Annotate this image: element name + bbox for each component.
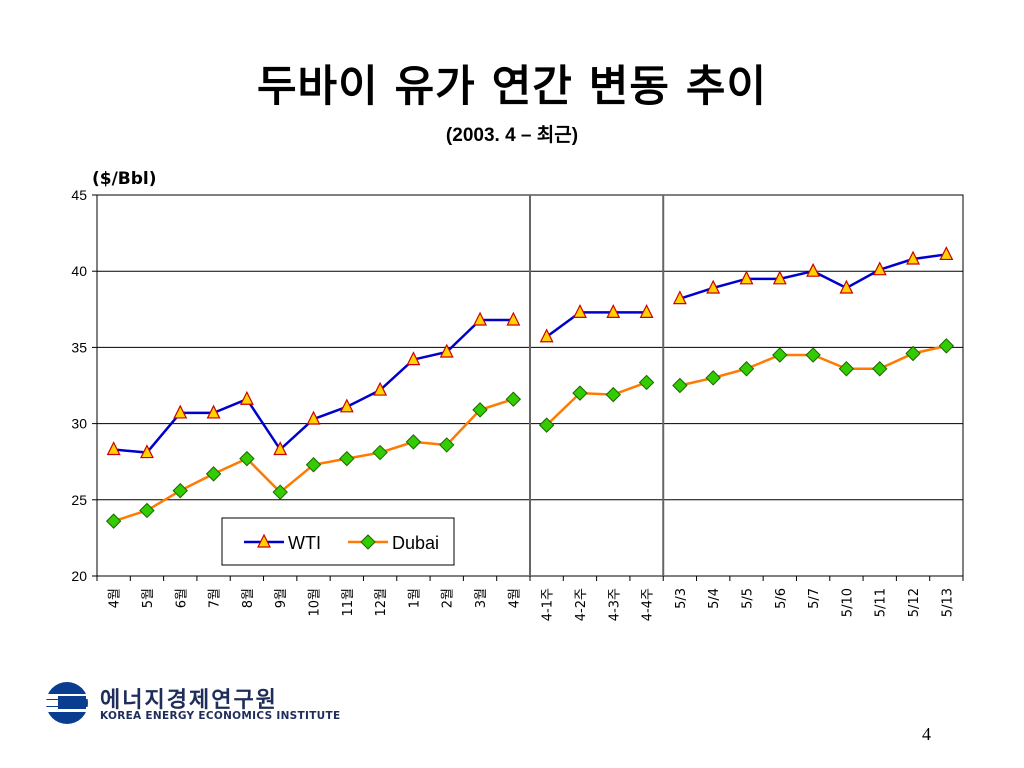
y-tick-label: 40 [71, 263, 87, 279]
y-tick-label: 25 [71, 492, 87, 508]
data-point-dubai [938, 338, 955, 354]
x-tick-label: 5/6 [774, 588, 789, 609]
data-point-dubai [738, 361, 755, 377]
x-tick-label: 4-2주 [574, 588, 589, 621]
data-point-wti [539, 328, 554, 343]
x-tick-label: 12월 [374, 588, 389, 617]
data-point-wti [606, 304, 621, 318]
x-tick-label: 5/13 [940, 588, 955, 617]
data-point-dubai [339, 450, 355, 467]
data-point-dubai [505, 391, 522, 407]
data-point-dubai [872, 361, 888, 377]
data-point-dubai [638, 374, 655, 391]
data-point-wti [739, 270, 754, 285]
data-point-dubai [838, 361, 855, 377]
data-point-dubai [672, 377, 688, 394]
page-number: 4 [922, 724, 931, 744]
data-point-wti [839, 279, 854, 294]
series-line-wti [545, 311, 647, 338]
x-tick-label: 5/5 [741, 588, 756, 609]
data-point-dubai [139, 502, 155, 519]
x-tick-label: 6월 [174, 588, 189, 608]
data-point-dubai [405, 434, 422, 450]
data-point-wti [306, 410, 321, 425]
data-point-wti [173, 404, 188, 419]
data-point-dubai [105, 513, 122, 529]
data-point-wti [473, 311, 488, 326]
y-tick-label: 35 [71, 339, 87, 355]
y-tick-label: 30 [71, 416, 87, 432]
data-point-dubai [905, 345, 921, 362]
x-tick-label: 5/3 [674, 588, 689, 609]
series-line-dubai [545, 381, 648, 427]
x-tick-label: 5/7 [807, 588, 822, 609]
data-point-dubai [372, 444, 388, 461]
y-tick-label: 20 [71, 568, 87, 584]
data-point-wti [239, 390, 254, 405]
logo-korean-text: 에너지경제연구원 [100, 688, 278, 713]
legend-marker-wti [257, 533, 271, 548]
logo-english-text: KOREA ENERGY ECONOMICS INSTITUTE [100, 710, 341, 722]
data-point-dubai [572, 385, 588, 401]
data-point-dubai [705, 370, 721, 386]
slide-title: 두바이 유가 연간 변동 추이 [256, 62, 768, 112]
x-tick-label: 4-3주 [607, 588, 622, 621]
data-point-dubai [439, 437, 455, 453]
x-tick-label: 5월 [141, 588, 156, 608]
data-point-dubai [172, 482, 188, 499]
data-point-wti [639, 304, 654, 318]
oil-price-chart: 20 25 30 35 40 45 ($/Bbl) 4월 5월 6월 7월 8월 9월 10월 11월 12월… [71, 169, 964, 621]
data-point-wti [872, 261, 887, 276]
data-point-wti [906, 250, 921, 265]
x-tick-label: 5/4 [707, 588, 722, 609]
data-point-dubai [472, 402, 488, 418]
data-point-wti [506, 311, 521, 326]
x-tick-label: 4월 [507, 588, 522, 608]
data-point-wti [373, 381, 388, 396]
data-point-wti [273, 441, 288, 456]
x-tick-label: 11월 [341, 588, 356, 617]
x-tick-label: 4월 [108, 588, 123, 608]
data-point-wti [706, 279, 721, 294]
x-tick-label: 8월 [241, 588, 256, 608]
data-point-dubai [538, 417, 555, 433]
x-tick-label: 4-1주 [541, 588, 556, 621]
x-tick-label: 7월 [208, 588, 223, 608]
x-tick-label: 3월 [474, 588, 489, 608]
x-tick-label: 2월 [441, 588, 456, 608]
x-tick-label: 5/12 [907, 588, 922, 617]
data-point-wti [672, 290, 687, 305]
x-tick-label: 1월 [407, 588, 422, 608]
data-point-dubai [205, 466, 222, 482]
x-tick-label: 5/10 [840, 588, 855, 617]
kee-logo: 에너지경제연구원 KOREA ENERGY ECONOMICS INSTITUT… [44, 680, 364, 726]
legend-label-dubai: Dubai [392, 533, 439, 553]
data-point-wti [939, 246, 954, 261]
data-point-wti [206, 404, 221, 419]
data-point-dubai [605, 386, 621, 403]
x-tick-label: 4-4주 [641, 588, 656, 621]
data-point-wti [572, 304, 587, 318]
data-point-wti [406, 351, 421, 366]
data-point-dubai [772, 347, 788, 363]
y-tick-label: 45 [71, 187, 87, 203]
data-point-dubai [272, 484, 288, 500]
data-point-wti [806, 262, 821, 277]
x-tick-label: 10월 [308, 588, 323, 617]
data-point-wti [339, 398, 354, 413]
x-tick-label: 9월 [274, 588, 289, 608]
data-point-dubai [305, 457, 322, 473]
x-tick-label: 5/11 [874, 588, 889, 617]
data-point-wti [106, 441, 121, 456]
data-point-dubai [805, 347, 821, 363]
legend-marker-dubai [360, 534, 376, 550]
globe-logo-icon [44, 682, 88, 724]
data-point-wti [772, 270, 787, 285]
data-point-dubai [239, 450, 255, 467]
y-axis-label: ($/Bbl) [92, 169, 157, 189]
data-point-wti [439, 343, 454, 358]
legend-label-wti: WTI [288, 533, 321, 553]
slide-subtitle: (2003. 4 – 최근) [445, 125, 579, 146]
data-point-wti [139, 444, 154, 459]
